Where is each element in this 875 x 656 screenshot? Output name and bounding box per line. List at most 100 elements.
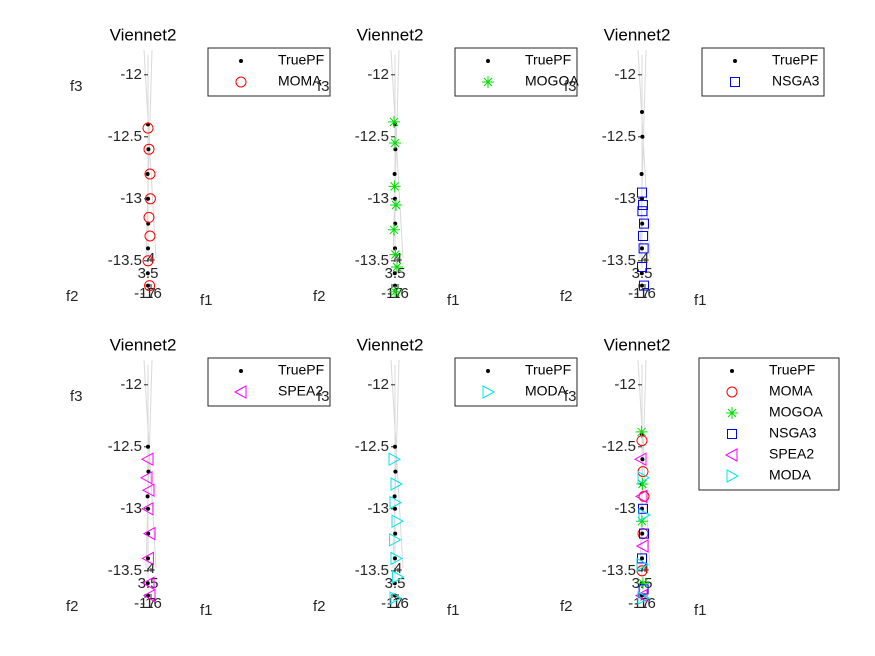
triangle-marker [141,551,154,566]
y-axis-label: f2 [560,288,573,305]
y-tick-label: -16 [140,285,162,302]
x-tick-label: 4 [641,250,649,267]
star-marker [637,577,649,590]
y-tick-label: -16 [387,595,409,612]
z-tick-label: -12.5 [602,438,636,455]
z-tick-label: -12.5 [108,128,142,145]
square-marker [637,206,648,217]
point-marker [640,246,644,251]
legend-label: MODA [525,383,568,399]
point-marker [146,147,151,152]
y-axis-label: f2 [560,598,573,615]
point-marker [393,283,397,288]
point-marker [393,531,398,536]
square-marker [730,77,740,87]
legend-label: MOMA [278,73,322,89]
circle-marker [142,122,154,134]
y-axis-label: f2 [313,288,326,305]
x-axis-label: f1 [200,292,213,309]
x-tick-label: 4 [147,250,155,267]
triangle-marker [389,591,403,605]
legend-label: TruePF [525,52,571,68]
z-tick-label: -12 [120,376,142,393]
circle-marker [726,386,738,398]
legend-label: TruePF [772,52,818,68]
y-axis-label: f2 [66,288,79,305]
star-marker [390,199,402,211]
triangle-marker [139,470,153,485]
z-axis-label: f3 [317,388,330,405]
point-marker [640,531,645,536]
circle-marker [143,143,155,155]
point-marker [392,271,397,276]
circle-marker [143,211,155,223]
legend-label: TruePF [278,52,324,68]
point-marker [145,494,150,499]
legend-label: MOGOA [769,404,823,420]
circle-marker [144,230,156,242]
point-marker [146,531,151,536]
triangle-marker [635,539,649,553]
y-tick-label: -16 [387,285,409,302]
star-marker [635,425,648,438]
point-marker [146,444,150,449]
x-axis-label: f1 [694,602,707,619]
z-axis-label: f3 [70,78,83,95]
z-tick-label: -13 [367,500,389,517]
triangle-marker [141,483,155,498]
triangle-marker [634,489,648,504]
x-tick-label: 4 [641,560,649,577]
legend-box [207,357,331,407]
star-marker [389,248,402,261]
circle-marker [638,490,650,502]
z-tick-label: -13 [614,190,636,207]
z-tick-label: -12 [614,376,636,393]
square-marker [639,280,649,291]
point-marker [145,581,150,586]
chart-title: Viennet2 [110,25,177,44]
point-marker [146,593,150,598]
point-marker [393,506,397,511]
point-marker [640,457,645,462]
square-marker [638,231,648,241]
point-marker [639,271,644,276]
z-tick-label: -12.5 [355,128,389,145]
z-tick-label: -13.5 [108,562,142,579]
triangle-marker [482,385,496,399]
star-marker [388,115,400,128]
x-axis-label: f1 [694,292,707,309]
z-axis-label: f3 [564,388,577,405]
point-marker [145,172,150,176]
chart-title: Viennet2 [357,25,424,44]
point-marker [640,283,644,288]
point-marker [146,283,150,288]
square-marker [638,584,649,595]
point-marker [639,172,644,176]
star-marker [389,285,401,298]
y-axis-label: f2 [313,598,326,615]
triangle-marker [389,532,402,547]
point-marker [393,246,397,251]
point-marker [733,59,737,63]
z-tick-label: -13 [614,500,636,517]
z-tick-label: -12 [120,66,142,83]
axis-box [143,49,157,268]
point-marker [146,469,151,474]
point-marker [640,134,645,139]
axis-box [143,359,157,578]
z-tick-label: -13.5 [602,252,636,269]
z-tick-label: -12.5 [108,438,142,455]
triangle-marker [141,576,155,591]
z-tick-label: -12.5 [355,438,389,455]
point-marker [239,59,243,63]
legend-label: TruePF [525,362,571,378]
circle-marker [144,193,156,205]
point-marker [239,369,243,373]
point-marker [146,196,150,201]
x-tick-label: 4 [147,560,155,577]
legend-box [701,47,825,97]
z-tick-label: -12 [614,66,636,83]
triangle-marker [142,588,156,603]
point-marker [640,196,644,201]
